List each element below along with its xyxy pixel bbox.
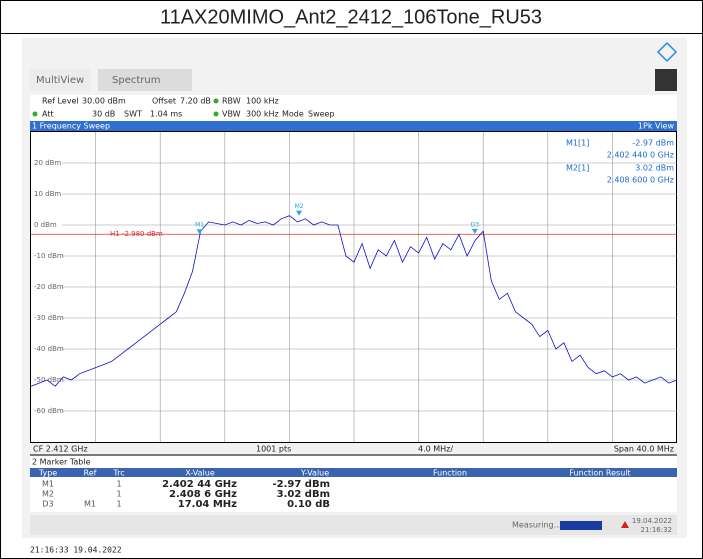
trace	[30, 215, 678, 387]
readout: M2[1]	[566, 164, 589, 173]
cell: 1	[116, 500, 121, 509]
menu-button[interactable]	[655, 69, 677, 91]
tab-label: Spectrum	[112, 75, 160, 86]
table-bg	[30, 456, 677, 512]
th: Ref	[84, 469, 97, 478]
setting: Sweep	[308, 110, 335, 119]
window-bar	[30, 121, 677, 131]
warning-icon	[621, 521, 629, 528]
cell: 2.408 6 GHz	[169, 489, 237, 500]
dot	[32, 111, 38, 117]
setting: Mode	[282, 110, 304, 119]
readout: 3.02 dBm	[635, 164, 674, 173]
settings: Ref Level 30.00 dBm Offset 7.20 dB RBW 1…	[32, 97, 335, 119]
dot	[213, 111, 219, 117]
setting: 300 kHz	[246, 110, 279, 119]
footer: 4.0 MHz/	[418, 445, 453, 454]
marker	[196, 229, 203, 235]
tab[interactable]	[98, 69, 192, 91]
marker-label: M1	[195, 222, 204, 229]
marker-readout: M1[1] -2.97 dBm 2.402 440 0 GHz M2[1] 3.…	[566, 139, 674, 185]
th: Function Result	[569, 469, 630, 478]
table-header: Type Ref Trc X-Value Y-Value Function Fu…	[38, 469, 631, 478]
status-date: 19.04.2022	[632, 517, 672, 525]
readout: 2.402 440 0 GHz	[607, 151, 674, 160]
cell: M2	[42, 490, 54, 499]
progress	[560, 521, 602, 530]
setting: Ref Level	[42, 97, 79, 106]
marker	[471, 228, 478, 234]
status-time: 21:16:32	[641, 526, 672, 534]
cell: M1	[42, 480, 54, 489]
setting: 1.04 ms	[150, 110, 182, 119]
y-tick-label: -20 dBm	[34, 283, 64, 291]
status: Measuring...	[512, 521, 561, 530]
y-tick-label: -10 dBm	[34, 252, 64, 260]
table-header-bg	[30, 468, 677, 477]
y-tick-label: 20 dBm	[34, 159, 61, 167]
setting: 30.00 dBm	[82, 97, 126, 106]
timestamp: 21:16:33 19.04.2022	[30, 546, 122, 555]
setting: VBW	[222, 110, 241, 119]
table-rows: M1 1 2.402 44 GHz -2.97 dBm M2 1 2.408 6 GHz 3.…	[42, 479, 330, 510]
title: 11AX20MIMO_Ant2_2412_106Tone_RU53	[160, 6, 542, 28]
y-tick-label: 10 dBm	[34, 190, 61, 198]
setting: 7.20 dB	[180, 97, 211, 106]
table-title: 2 Marker Table	[32, 458, 91, 467]
setting: Offset	[152, 97, 176, 106]
title-box	[0, 0, 703, 34]
cell: 2.402 44 GHz	[162, 479, 237, 490]
th: Function	[433, 469, 467, 478]
readout: 2.408 600 0 GHz	[607, 176, 674, 185]
tab[interactable]	[30, 69, 90, 91]
th: X-Value	[185, 469, 215, 478]
cell: 0.10 dB	[287, 499, 330, 510]
y-tick-label: -60 dBm	[34, 407, 64, 415]
cell: 17.04 MHz	[178, 499, 237, 510]
setting: Att	[42, 110, 54, 119]
y-tick-label: -30 dBm	[34, 314, 64, 322]
marker-label: D3	[471, 221, 480, 228]
cell: 3.02 dBm	[277, 489, 330, 500]
cell: M1	[84, 500, 96, 509]
marker-label: M2	[295, 203, 304, 210]
cell: -2.97 dBm	[272, 479, 330, 490]
footer: CF 2.412 GHz	[33, 445, 88, 454]
th: Y-Value	[300, 469, 329, 478]
setting: 30 dB	[92, 110, 115, 119]
readout: -2.97 dBm	[632, 139, 674, 148]
y-tick-label: 0 dBm	[34, 221, 57, 229]
setting: SWT	[124, 110, 142, 119]
status-bar	[30, 515, 677, 535]
y-tick-label: -40 dBm	[34, 345, 64, 353]
tab-label: MultiView	[36, 75, 84, 86]
settings-bg	[30, 95, 677, 121]
dot	[213, 98, 219, 104]
readout: M1[1]	[566, 139, 589, 148]
th: Trc	[112, 469, 124, 478]
threshold-label: H1 -2.980 dBm	[110, 230, 163, 238]
window-title: 1 Frequency Sweep	[32, 122, 110, 131]
footer: 1001 pts	[256, 445, 291, 454]
th: Type	[38, 469, 57, 478]
cell: 1	[116, 490, 121, 499]
setting: RBW	[222, 97, 241, 106]
setting: 100 kHz	[246, 97, 279, 106]
marker	[296, 210, 303, 216]
progress-bar	[560, 521, 602, 530]
cell: D3	[42, 500, 53, 509]
y-tick-label: -50 dBm	[34, 376, 64, 384]
footer: Span 40.0 MHz	[614, 445, 674, 454]
cell: 1	[116, 480, 121, 489]
logo	[656, 41, 678, 63]
trace-label: 1Pk View	[638, 122, 675, 131]
